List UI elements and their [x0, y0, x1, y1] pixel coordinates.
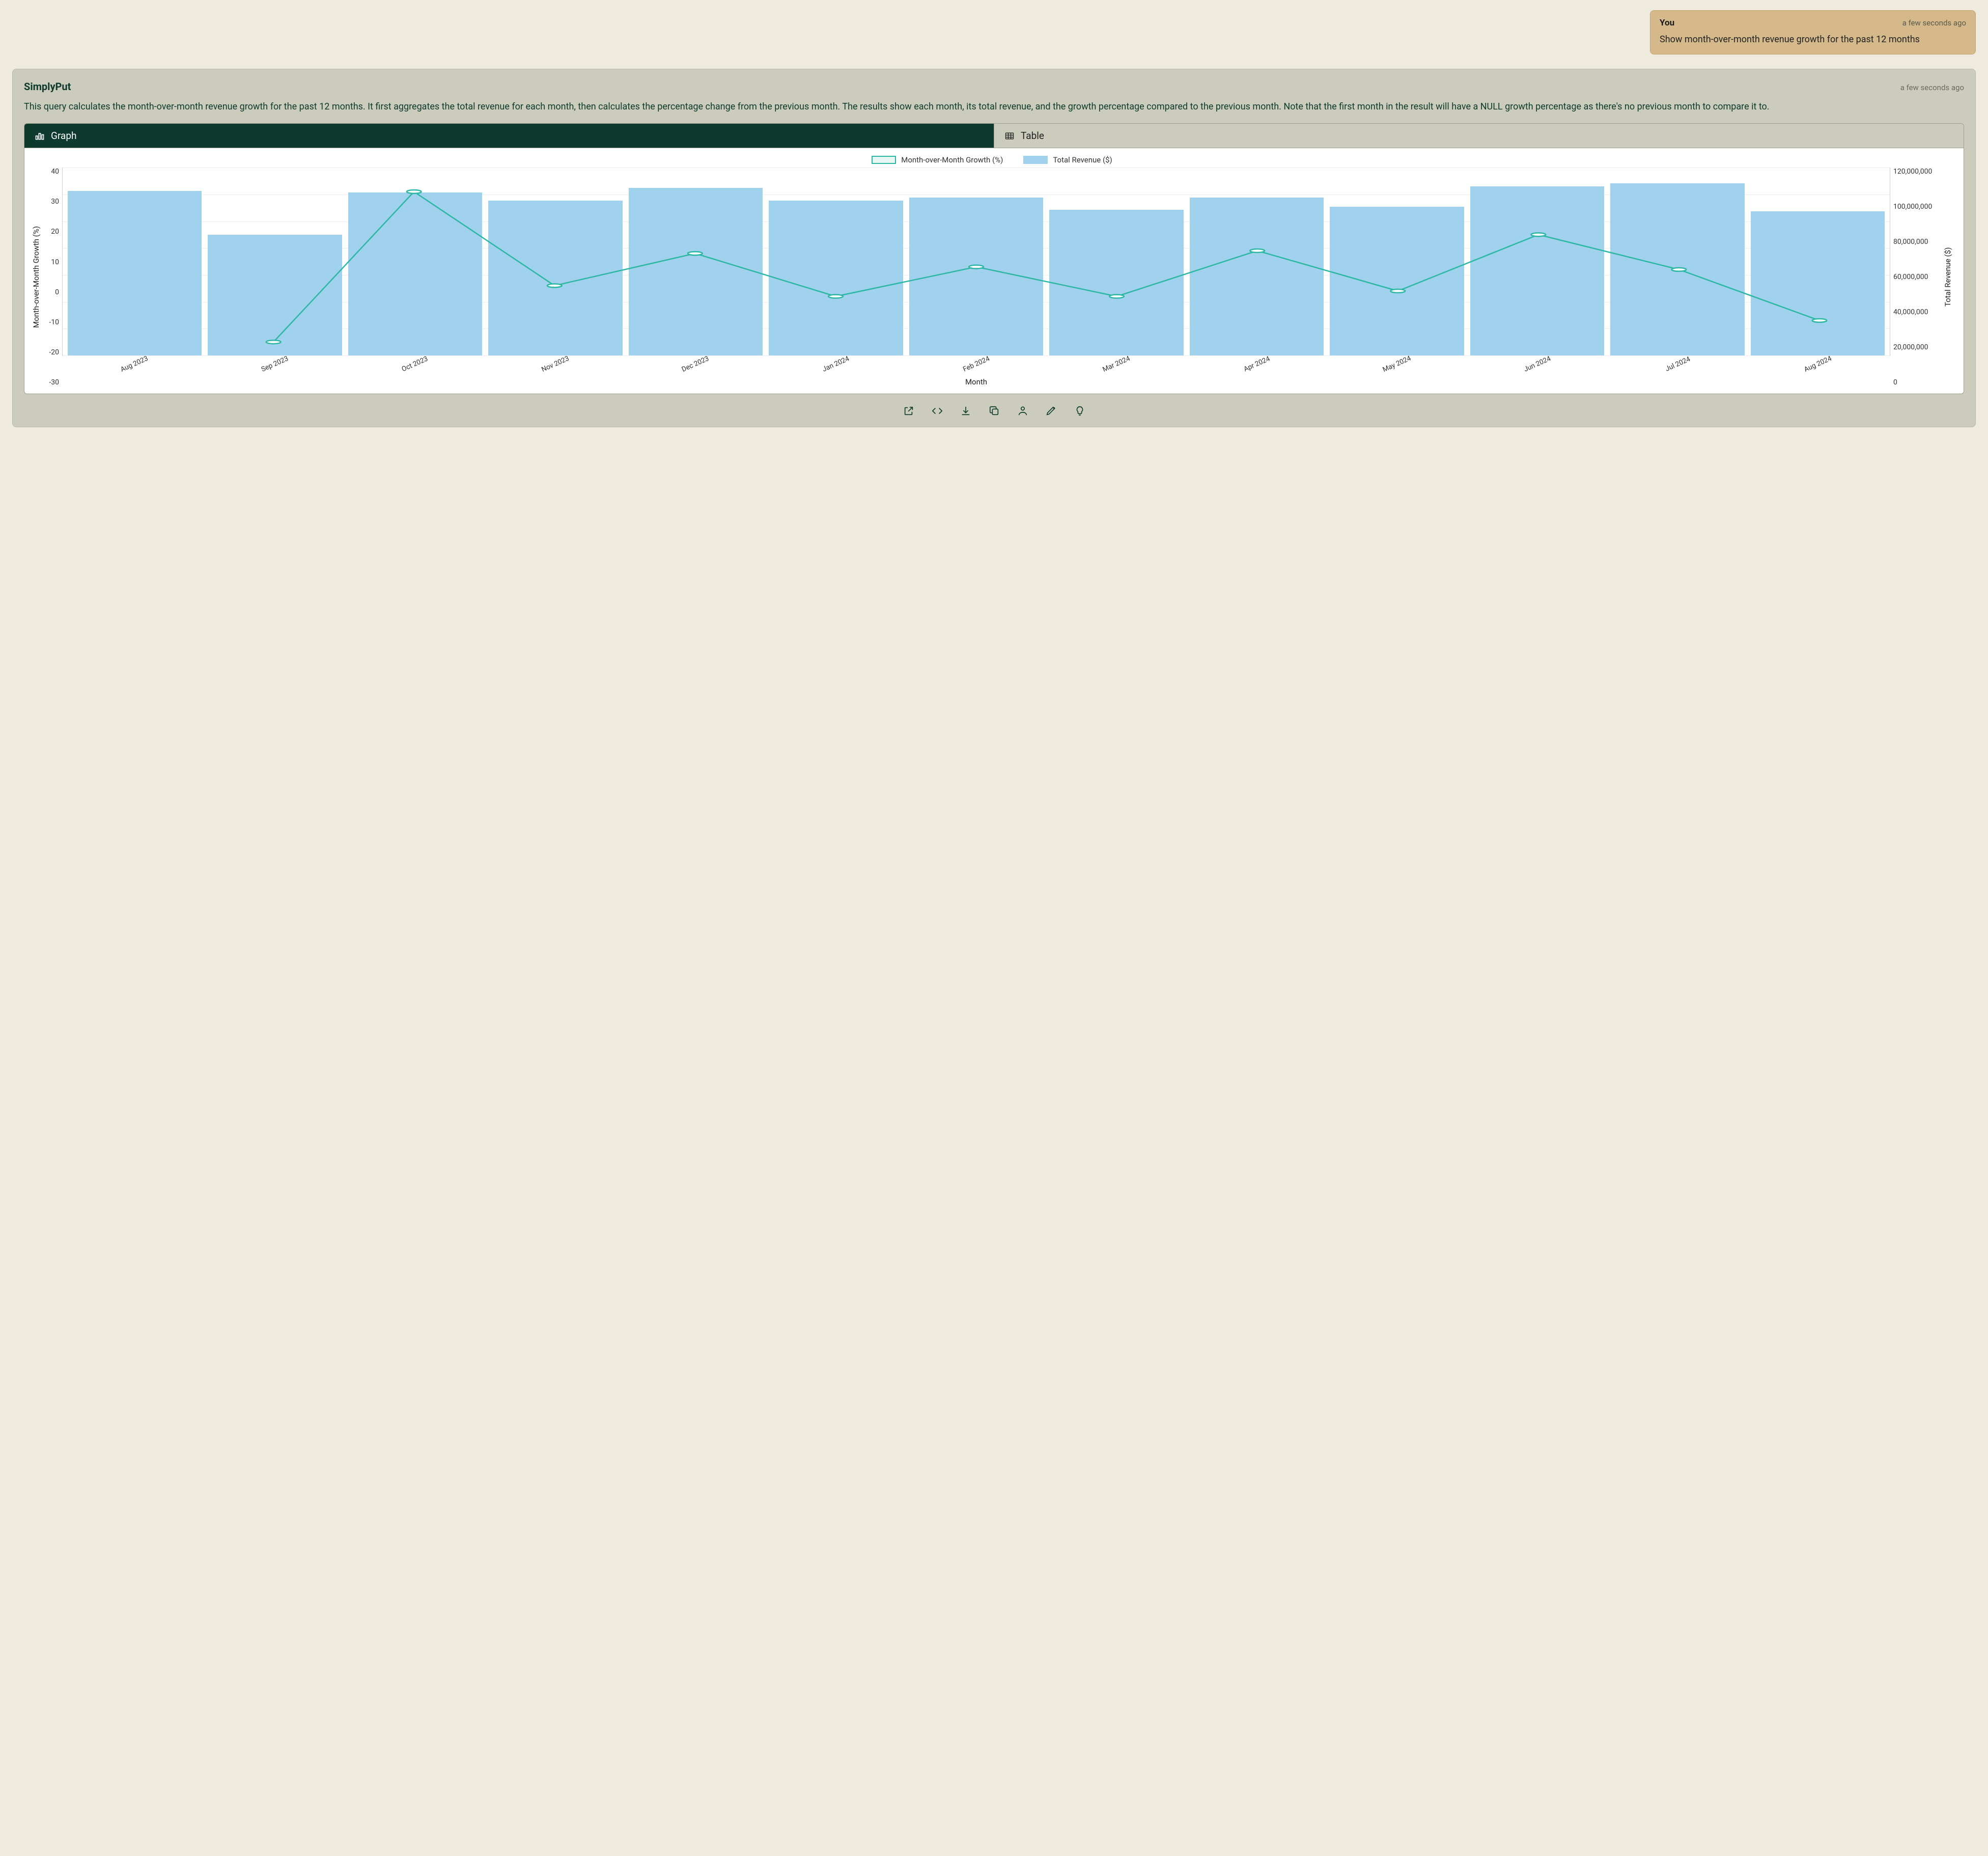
open-external-icon[interactable]: [902, 404, 915, 418]
y-right-tick: 60,000,000: [1893, 273, 1938, 281]
tab-graph-label: Graph: [51, 130, 76, 142]
y-right-tick: 40,000,000: [1893, 308, 1938, 316]
table-icon: [1004, 131, 1015, 141]
copy-icon[interactable]: [988, 404, 1001, 418]
chart-plot[interactable]: [62, 168, 1890, 356]
y-left-tick: 40: [46, 168, 59, 176]
y-right-tick: 100,000,000: [1893, 203, 1938, 211]
legend-bar[interactable]: Total Revenue ($): [1023, 155, 1112, 164]
y-right-tick: 80,000,000: [1893, 238, 1938, 246]
y-left-tick: -30: [46, 378, 59, 386]
chart-legend: Month-over-Month Growth (%) Total Revenu…: [30, 155, 1954, 164]
person-icon[interactable]: [1016, 404, 1029, 418]
view-code-icon[interactable]: [931, 404, 944, 418]
tab-graph[interactable]: Graph: [24, 124, 994, 148]
y-left-tick: 10: [46, 258, 59, 266]
chart-line: [63, 168, 1890, 355]
bar-chart-icon: [35, 131, 45, 141]
assistant-header: SimplyPut a few seconds ago: [24, 80, 1964, 93]
annotate-icon[interactable]: [1045, 404, 1058, 418]
tab-table-label: Table: [1021, 130, 1044, 142]
y-left-tick: -10: [46, 318, 59, 326]
y-right-tick: 0: [1893, 378, 1938, 386]
legend-bar-label: Total Revenue ($): [1053, 155, 1112, 164]
legend-line-label: Month-over-Month Growth (%): [901, 155, 1003, 164]
user-timestamp: a few seconds ago: [1902, 18, 1966, 27]
legend-bar-swatch: [1023, 156, 1048, 164]
y-right-tick: 120,000,000: [1893, 168, 1938, 176]
chart-area: Month-over-Month Growth (%) 40 30 20 10 0 -10…: [30, 168, 1954, 386]
user-message-text: Show month-over-month revenue growth for…: [1660, 33, 1966, 46]
result-tabs: Graph Table: [24, 123, 1964, 148]
x-axis-ticks: Aug 2023Sep 2023Oct 2023Nov 2023Dec 2023…: [62, 356, 1890, 368]
user-message: You a few seconds ago Show month-over-mo…: [1650, 10, 1976, 54]
y-left-tick: -20: [46, 348, 59, 356]
download-icon[interactable]: [959, 404, 972, 418]
user-author: You: [1660, 18, 1674, 28]
y-right-tick: 20,000,000: [1893, 343, 1938, 351]
legend-line-swatch: [872, 156, 896, 164]
y-axis-right-label: Total Revenue ($): [1941, 168, 1954, 386]
assistant-author: SimplyPut: [24, 80, 71, 93]
y-axis-right-ticks: 120,000,000 100,000,000 80,000,000 60,000,0…: [1890, 168, 1941, 386]
assistant-timestamp: a few seconds ago: [1900, 83, 1964, 92]
y-left-tick: 20: [46, 228, 59, 236]
insight-icon[interactable]: [1073, 404, 1086, 418]
y-left-tick: 0: [46, 288, 59, 296]
x-axis-label: Month: [62, 377, 1890, 386]
assistant-message-text: This query calculates the month-over-mon…: [24, 100, 1964, 114]
y-left-tick: 30: [46, 198, 59, 206]
legend-line[interactable]: Month-over-Month Growth (%): [872, 155, 1003, 164]
tab-table[interactable]: Table: [994, 124, 1964, 148]
y-axis-left-ticks: 40 30 20 10 0 -10 -20 -30: [43, 168, 62, 386]
chart-panel: Month-over-Month Growth (%) Total Revenu…: [24, 148, 1964, 394]
assistant-message: SimplyPut a few seconds ago This query c…: [12, 69, 1976, 427]
y-axis-left-label: Month-over-Month Growth (%): [30, 168, 43, 386]
action-row: [24, 404, 1964, 418]
user-message-header: You a few seconds ago: [1660, 18, 1966, 28]
